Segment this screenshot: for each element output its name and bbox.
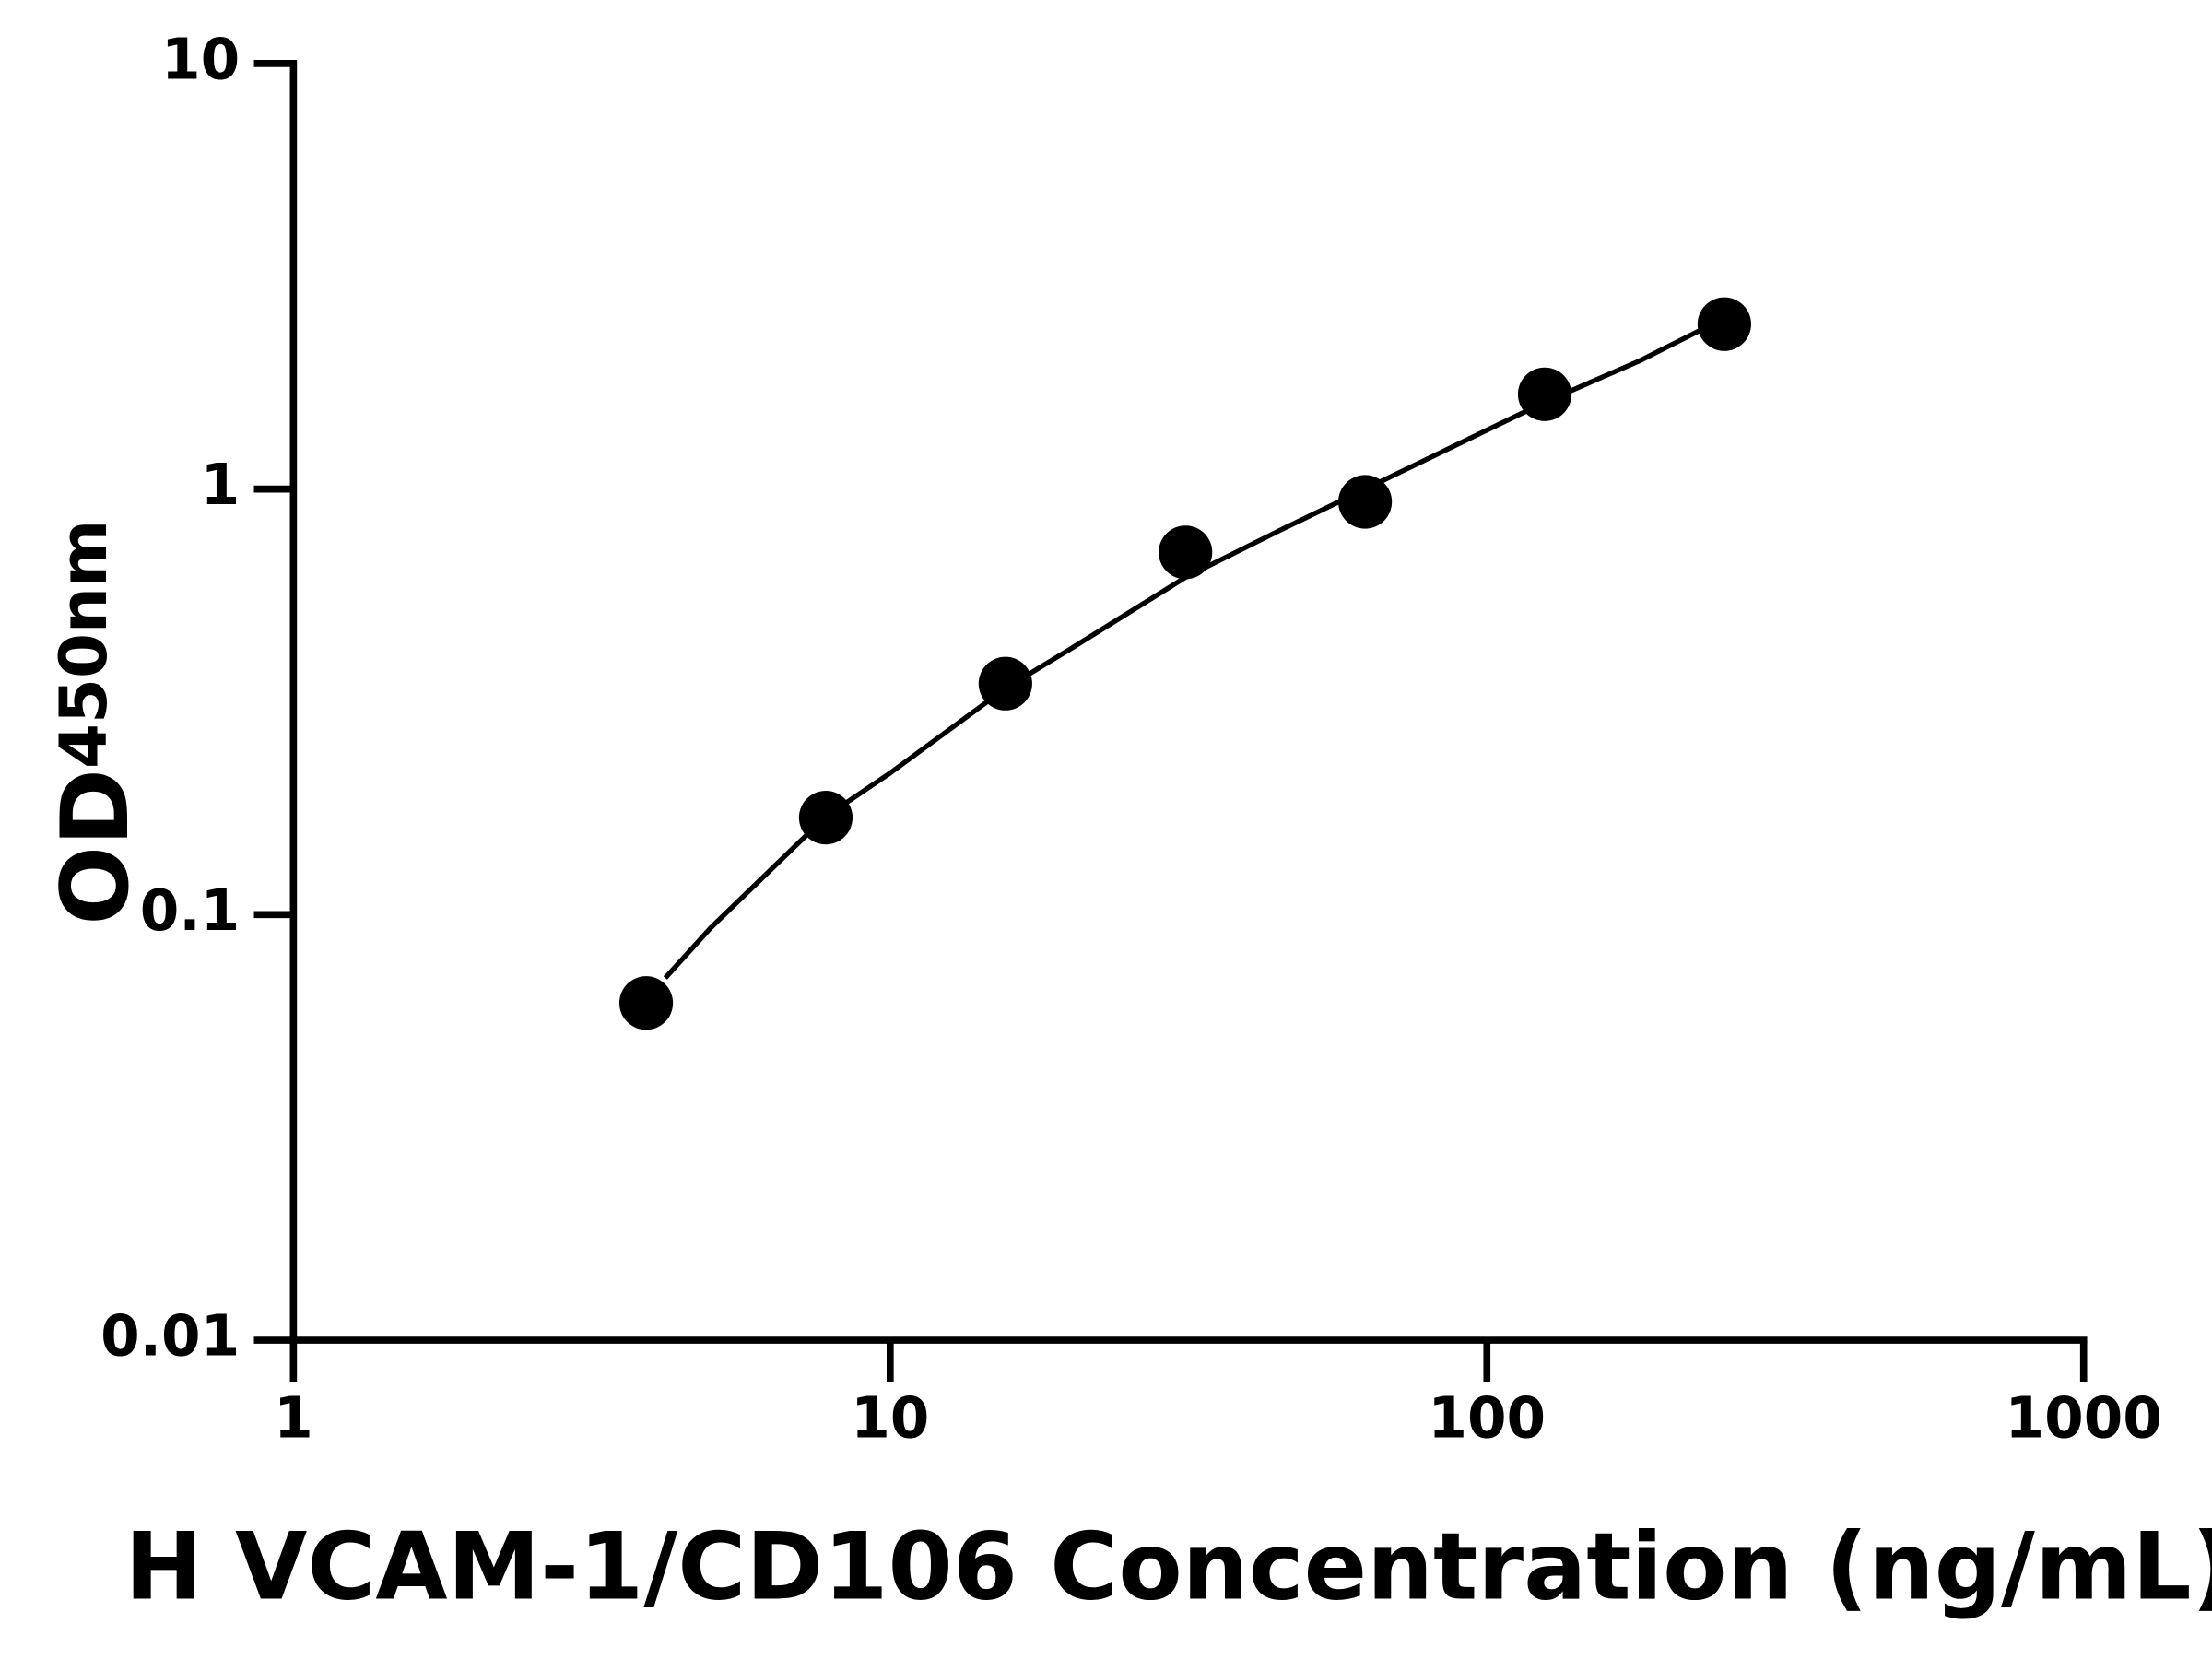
y-axis-title: OD450nm <box>41 520 149 925</box>
y-tick-label: 10 <box>161 27 240 92</box>
y-tick-label: 0.01 <box>100 1304 240 1370</box>
x-tick-label: 100 <box>1428 1385 1546 1451</box>
data-point <box>1517 367 1572 421</box>
y-axis-title-subscript: 450nm <box>45 520 121 769</box>
x-axis-title: H VCAM-1/CD106 Concentration (ng/mL) <box>124 1512 2212 1620</box>
x-tick-label: 1 <box>274 1385 313 1451</box>
x-tick-label: 1000 <box>2006 1385 2162 1451</box>
data-point <box>978 656 1032 711</box>
data-point <box>1338 475 1393 529</box>
data-point <box>618 976 674 1030</box>
y-tick-label: 1 <box>201 453 241 518</box>
fit-curve <box>663 321 1715 980</box>
data-point <box>1697 297 1751 351</box>
data-point <box>1159 525 1213 580</box>
y-axis-title-main: OD <box>41 769 149 925</box>
y-tick-label: 0.1 <box>140 878 240 944</box>
x-tick-label: 10 <box>851 1385 929 1451</box>
data-point <box>798 791 853 845</box>
